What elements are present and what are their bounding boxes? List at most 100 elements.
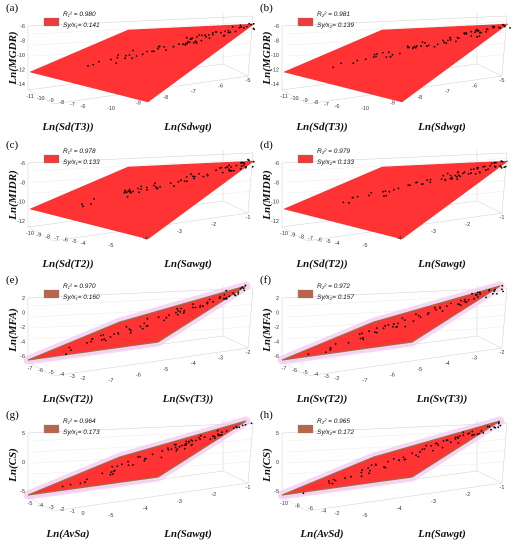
axis-box-line [476, 335, 503, 349]
axis-box-line [27, 287, 254, 299]
data-point [225, 289, 228, 292]
data-point [456, 171, 459, 174]
data-point [117, 54, 120, 56]
y-tick-label: -8 [163, 95, 168, 101]
panel-label: (d) [260, 139, 273, 151]
x-axis-label: Ln(Sv(T2)) [42, 393, 94, 405]
z-axis-label: Ln(MFA) [261, 308, 273, 353]
data-point [501, 160, 504, 163]
axis-box-line [247, 422, 254, 484]
y-axis-label: Ln(Sawgt) [163, 528, 212, 540]
data-point [482, 166, 485, 168]
data-point [153, 50, 155, 53]
grid-line [476, 53, 508, 58]
data-point [441, 310, 444, 313]
data-point [206, 301, 209, 304]
data-point [194, 306, 197, 309]
data-point [191, 306, 194, 309]
legend-swatch [297, 17, 314, 27]
y-tick-label: -1 [500, 485, 505, 491]
data-point [101, 472, 104, 475]
data-point [454, 436, 457, 439]
x-tick-label: 0 [81, 511, 84, 517]
r-squared-label: R₂² = 0.979 [317, 148, 350, 155]
y-tick-label: -5 [109, 243, 114, 249]
data-point [480, 430, 483, 432]
y-tick-label: -4 [143, 506, 148, 512]
data-point [502, 290, 504, 293]
panel-label: (f) [260, 274, 271, 286]
axis-box-line [52, 482, 249, 512]
standard-error-label: Sy/x₁= 0.160 [63, 294, 100, 301]
regression-plane [29, 160, 255, 240]
data-point [215, 31, 217, 33]
data-point [140, 185, 143, 188]
data-point [124, 57, 126, 60]
data-point [344, 477, 346, 479]
grid-line [476, 314, 508, 319]
legend-swatch [297, 154, 314, 164]
data-point [488, 289, 490, 292]
x-tick-label: -7 [324, 102, 329, 108]
data-point [248, 159, 251, 162]
y-tick-label: -6 [390, 372, 395, 378]
data-point [376, 331, 378, 334]
grid-line [222, 53, 254, 58]
y-axis-label: Ln(Sawgt) [417, 258, 466, 270]
data-point [415, 45, 418, 47]
legend-swatch [297, 424, 314, 434]
data-point [445, 305, 448, 307]
z-tick-label: -8 [274, 180, 279, 186]
data-point [198, 34, 201, 36]
data-point [228, 164, 231, 167]
data-point [328, 482, 331, 484]
data-point [174, 446, 177, 449]
data-point [370, 191, 373, 194]
z-axis-label: Ln(MIDR) [7, 170, 19, 221]
x-tick-label: -8 [295, 503, 300, 509]
y-tick-label: -9 [390, 100, 395, 106]
data-point [180, 307, 183, 310]
data-point [228, 168, 231, 171]
data-point [235, 164, 238, 167]
data-point [421, 41, 424, 43]
data-point [252, 160, 255, 163]
data-point [456, 175, 458, 178]
r-squared-label: R₂² = 0.965 [317, 418, 350, 425]
data-point [151, 453, 154, 456]
data-point [240, 165, 243, 168]
data-point [65, 353, 67, 356]
data-point [384, 466, 387, 469]
data-point [501, 284, 504, 287]
data-point [460, 299, 462, 302]
data-point [143, 459, 146, 462]
data-point [204, 34, 207, 37]
y-tick-label: -10 [107, 106, 115, 112]
data-point [127, 190, 130, 192]
data-point [70, 349, 73, 352]
data-point [185, 442, 187, 445]
data-point [402, 456, 405, 459]
y-tick-label: -6 [136, 372, 141, 378]
r-squared-label: R₂² = 0.972 [317, 283, 350, 290]
data-point [441, 446, 444, 449]
data-point [244, 284, 247, 287]
x-tick-label: -11 [26, 94, 34, 100]
data-point [360, 475, 363, 478]
data-point [432, 449, 434, 452]
z-tick-label: 0 [276, 311, 279, 317]
chart-panel: -5 0 5 -10 -8 -6 -4 -2 -5 -4 -3 -2 -1 Ln(CS) Ln(AvSd) L… [260, 409, 508, 540]
data-point [86, 478, 88, 481]
data-point [332, 478, 335, 481]
y-axis-label: Ln(Sdwgt) [417, 121, 466, 133]
data-point [194, 439, 197, 442]
x-tick-label: -6 [335, 104, 340, 110]
data-point [489, 164, 492, 167]
data-point [199, 438, 202, 441]
data-point [425, 45, 428, 48]
z-tick-label: -6 [274, 161, 279, 167]
panel-label: (h) [260, 409, 273, 421]
data-point [246, 25, 248, 28]
data-point [124, 54, 127, 57]
data-point [446, 39, 449, 42]
